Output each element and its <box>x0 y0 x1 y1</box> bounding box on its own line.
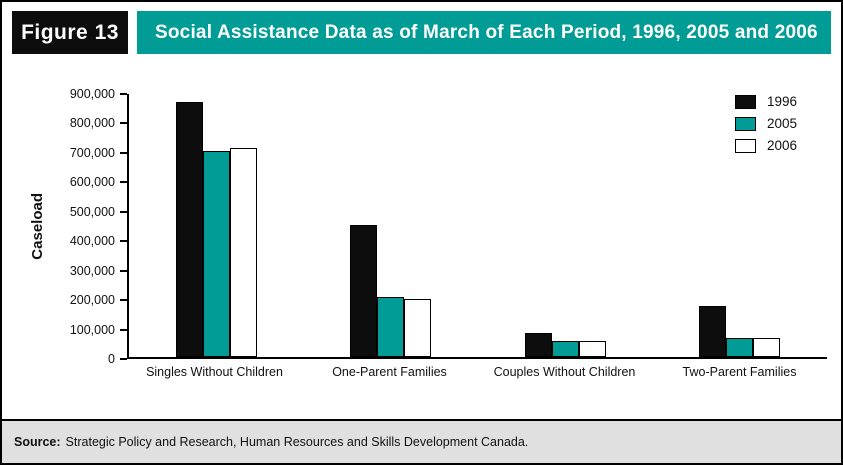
x-axis-labels: Singles Without Children One-Parent Famil… <box>127 365 827 379</box>
legend-row: 2006 <box>734 138 797 153</box>
bar-1996 <box>350 225 378 357</box>
source-label: Source: <box>14 435 61 449</box>
legend-label: 1996 <box>766 94 797 109</box>
y-tick-mark <box>120 122 127 125</box>
y-tick-label: 900,000 <box>69 87 115 101</box>
y-tick-mark <box>120 181 127 184</box>
bar-2006 <box>578 341 606 357</box>
y-axis-tick-labels: 900,000 800,000 700,000 600,000 500,000 400,0… <box>48 87 127 366</box>
y-tick-label: 400,000 <box>69 234 115 249</box>
legend-swatch <box>734 138 756 153</box>
y-tick-label: 600,000 <box>69 175 115 190</box>
y-tick-mark <box>120 151 127 154</box>
plot-area: 1996 2005 2006 <box>127 94 827 359</box>
figure-label: Figure 13 <box>12 11 128 54</box>
bar-2006 <box>229 148 257 357</box>
legend-row: 1996 <box>734 94 797 109</box>
bar-2005 <box>726 338 754 357</box>
y-tick-label: 100,000 <box>69 322 115 337</box>
x-axis-category-label: Couples Without Children <box>493 365 636 379</box>
legend-swatch <box>734 116 756 131</box>
legend: 1996 2005 2006 <box>734 94 797 153</box>
y-tick-label: 800,000 <box>69 116 115 131</box>
y-tick-mark <box>120 328 127 331</box>
source-text: Strategic Policy and Research, Human Res… <box>65 435 529 449</box>
y-tick-label: 700,000 <box>69 145 115 160</box>
bar-2005 <box>377 297 405 357</box>
bar-group <box>304 225 479 357</box>
x-axis-category-label: Singles Without Children <box>146 365 283 379</box>
x-axis-category-label: Two-Parent Families <box>682 365 797 379</box>
bar-2005 <box>202 151 230 357</box>
bar-2005 <box>551 341 579 357</box>
bar-1996 <box>524 333 552 357</box>
y-tick-mark <box>120 240 127 243</box>
y-tick-mark <box>120 269 127 272</box>
y-tick-label: 0 <box>108 352 115 366</box>
y-axis-title-wrap: Caseload <box>26 94 48 359</box>
y-tick-label: 500,000 <box>69 204 115 219</box>
bar-1996 <box>175 102 203 357</box>
bars-container <box>129 94 827 357</box>
bar-2006 <box>753 338 781 357</box>
y-axis-title: Caseload <box>28 193 46 260</box>
y-tick-label: 300,000 <box>69 263 115 278</box>
legend-row: 2005 <box>734 116 797 131</box>
x-axis-category-label: One-Parent Families <box>332 365 447 379</box>
bar-group <box>129 102 304 357</box>
chart-title: Social Assistance Data as of March of Ea… <box>137 11 831 54</box>
legend-label: 2006 <box>766 138 797 153</box>
source-bar: Source: Strategic Policy and Research, H… <box>2 419 841 463</box>
y-tick-mark <box>120 358 127 360</box>
legend-label: 2005 <box>766 116 797 131</box>
bar-1996 <box>699 306 727 357</box>
bar-group <box>653 306 828 357</box>
bar-2006 <box>404 299 432 357</box>
y-tick-mark <box>120 210 127 213</box>
y-tick-label: 200,000 <box>69 293 115 308</box>
figure-header: Figure 13 Social Assistance Data as of M… <box>12 11 831 54</box>
y-tick-mark <box>120 93 127 95</box>
legend-swatch <box>734 94 756 109</box>
y-tick-mark <box>120 299 127 302</box>
bar-group <box>478 333 653 357</box>
